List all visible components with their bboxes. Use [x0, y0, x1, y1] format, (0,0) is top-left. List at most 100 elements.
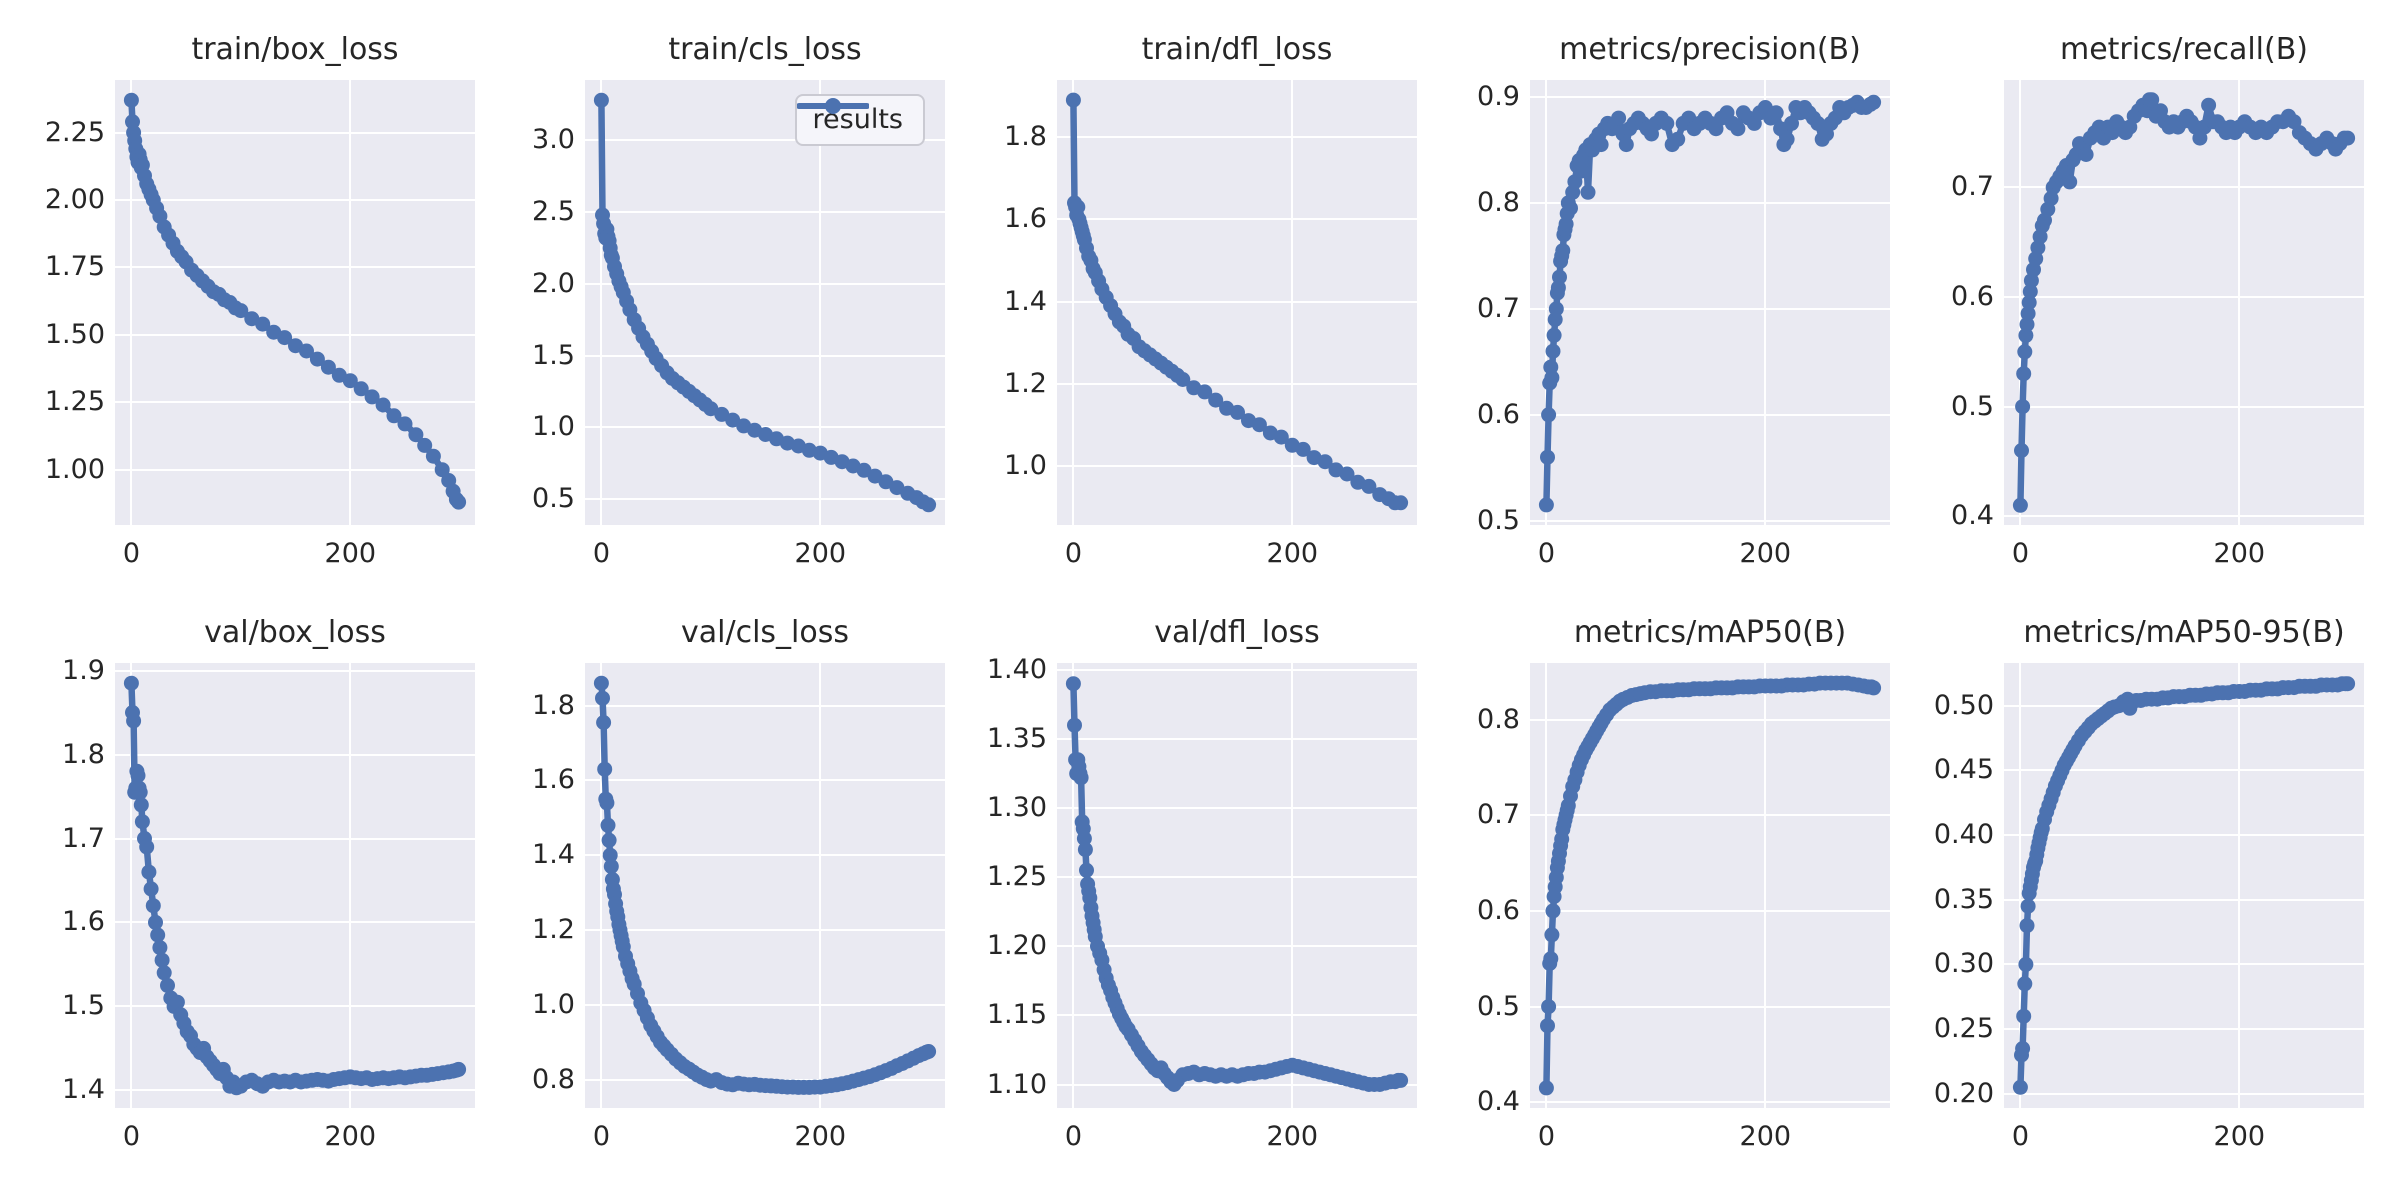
data-point-marker: [1784, 115, 1799, 131]
data-point-marker: [602, 847, 618, 863]
x-axis-tick-label: 200: [2213, 1121, 2266, 1152]
gridline-vertical: [600, 80, 603, 525]
y-axis-tick-label: 0.45: [1933, 754, 1994, 786]
data-point-marker: [603, 858, 619, 874]
gridline-horizontal: [2004, 898, 2364, 901]
gridline-horizontal: [1530, 96, 1890, 98]
data-point-marker: [1067, 717, 1082, 733]
y-axis-tick-label: 1.0: [1004, 449, 1047, 481]
data-point-marker: [342, 373, 358, 389]
y-axis-tick-label: 2.00: [44, 184, 105, 215]
gridline-vertical: [819, 663, 822, 1108]
plot-area: results: [585, 80, 945, 525]
y-axis-tick-label: 0.30: [1933, 948, 1994, 980]
subplot-val-cls-loss: val/cls_loss 1.8 1.6 1.4 1.2 1.0 0.8 0 200: [532, 615, 945, 1152]
plot-area: [1057, 80, 1417, 525]
data-point-marker: [1541, 999, 1557, 1015]
gridline-horizontal: [585, 1003, 945, 1006]
gridline-horizontal: [1057, 218, 1417, 221]
x-axis-tick-label: 0: [2011, 538, 2029, 569]
gridline-horizontal: [2004, 186, 2364, 189]
subplot-title: train/cls_loss: [668, 32, 862, 67]
y-axis-tick-label: 0.6: [1477, 894, 1520, 926]
data-point-marker: [133, 797, 149, 813]
data-point-marker: [2016, 366, 2032, 382]
subplot-title: metrics/mAP50(B): [1573, 615, 1847, 650]
y-axis-tick-label: 0.7: [1951, 171, 1994, 203]
data-point-marker: [1540, 449, 1555, 465]
x-axis-tick-label: 0: [592, 1121, 610, 1152]
gridline-horizontal: [1530, 413, 1890, 416]
y-axis-tick-label: 1.50: [44, 318, 105, 350]
y-axis-tick-label: 3.0: [532, 124, 575, 156]
data-point-marker: [255, 316, 271, 332]
data-point-marker: [451, 1061, 467, 1077]
y-axis-tick-label: 0.5: [1477, 504, 1520, 536]
data-point-marker: [386, 408, 402, 424]
data-point-marker: [1070, 199, 1086, 215]
gridline-vertical: [1764, 663, 1767, 1108]
data-point-marker: [878, 474, 894, 490]
data-point-marker: [2018, 956, 2034, 972]
data-point-marker: [596, 715, 612, 730]
gridline-horizontal: [585, 704, 945, 707]
gridline-horizontal: [1057, 382, 1417, 385]
subplot-title: train/box_loss: [191, 32, 399, 67]
data-point-marker: [1197, 384, 1213, 400]
y-axis-tick-label: 1.6: [62, 906, 105, 938]
y-axis-tick-label: 1.5: [532, 339, 575, 371]
plot-area: [2004, 663, 2364, 1108]
x-axis-tick-label: 200: [324, 538, 377, 569]
x-axis-tick-label: 0: [2011, 1121, 2029, 1152]
data-point-marker: [123, 92, 139, 108]
results-line-series: [593, 92, 937, 513]
gridline-vertical: [600, 663, 603, 1108]
y-axis-tick-label: 1.2: [1004, 367, 1047, 399]
y-axis-tick-label: 2.25: [44, 116, 105, 148]
results-line-series: [1538, 94, 1882, 513]
data-point-marker: [130, 768, 146, 783]
gridline-vertical: [1291, 663, 1294, 1108]
y-axis-tick-label: 0.7: [1477, 799, 1520, 831]
data-point-marker: [2012, 1079, 2028, 1095]
data-point-marker: [152, 940, 168, 956]
gridline-horizontal: [2004, 515, 2364, 518]
y-axis-tick-label: 1.6: [532, 764, 575, 796]
gridline-horizontal: [2004, 1092, 2364, 1095]
plot-area: [585, 663, 945, 1108]
subplot-train-cls-loss: train/cls_loss results 3.0 2.5 2.0 1.5 1.0 0.5 0…: [532, 32, 945, 569]
data-point-marker: [921, 1044, 937, 1059]
data-point-marker: [2017, 976, 2033, 992]
data-point-marker: [2021, 295, 2037, 310]
subplot-title: metrics/precision(B): [1559, 32, 1861, 67]
data-point-marker: [1230, 404, 1245, 420]
gridline-vertical: [2019, 663, 2022, 1108]
data-point-marker: [597, 761, 613, 777]
legend-box: results: [794, 94, 925, 146]
data-point-marker: [123, 675, 139, 691]
data-point-marker: [375, 397, 391, 413]
gridline-horizontal: [115, 401, 475, 404]
gridline-horizontal: [585, 929, 945, 931]
data-point-marker: [1251, 417, 1267, 433]
data-point-marker: [309, 351, 325, 367]
data-point-marker: [1077, 842, 1093, 858]
data-point-marker: [2144, 92, 2160, 108]
results-line-series: [1065, 92, 1409, 511]
data-point-marker: [2019, 316, 2035, 332]
plot-area: [2004, 80, 2364, 525]
data-point-marker: [1339, 466, 1355, 482]
data-point-marker: [1593, 137, 1609, 153]
data-point-marker: [1580, 184, 1596, 200]
y-axis-tick-label: 2.5: [532, 196, 575, 228]
y-axis-tick-label: 0.8: [1477, 703, 1520, 735]
data-point-marker: [425, 448, 441, 464]
gridline-horizontal: [2004, 296, 2364, 298]
data-point-marker: [132, 784, 148, 800]
gridline-horizontal: [1057, 1083, 1417, 1086]
gridline-vertical: [130, 663, 133, 1108]
gridline-horizontal: [2004, 704, 2364, 707]
data-point-marker: [1618, 137, 1634, 153]
gridline-horizontal: [1530, 519, 1890, 522]
data-point-marker: [593, 675, 609, 691]
